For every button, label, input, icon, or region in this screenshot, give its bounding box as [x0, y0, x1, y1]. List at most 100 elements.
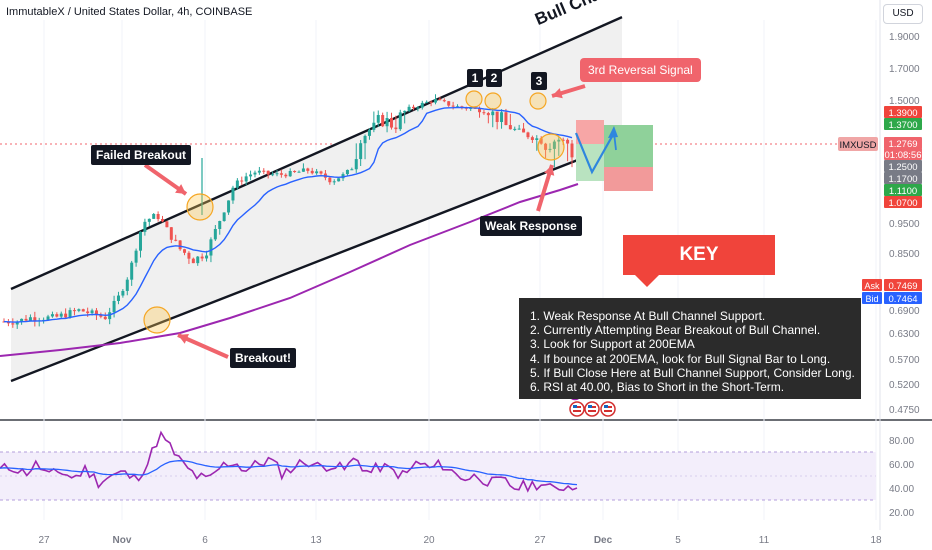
rsi-tick-label: 60.00 [889, 460, 914, 471]
candle-body [271, 174, 275, 176]
entry-zone [576, 144, 604, 181]
y-tick-label: 1.7000 [889, 64, 920, 75]
candle-body [55, 314, 59, 317]
highlight-circle [143, 306, 171, 334]
y-tick-label: 0.9500 [889, 219, 920, 230]
symbol-tag [838, 137, 878, 151]
candle-body [504, 112, 508, 126]
x-tick-label: 13 [310, 535, 322, 546]
candle-body [539, 138, 543, 144]
candle-body [174, 239, 178, 241]
candle-body [301, 168, 305, 172]
candle-body [535, 138, 539, 141]
rsi-tick-label: 80.00 [889, 436, 914, 447]
currency-button[interactable]: USD [883, 4, 923, 24]
price-tag [884, 118, 922, 130]
highlight-circle [529, 92, 547, 110]
y-tick-label: 0.5700 [889, 355, 920, 366]
price-tag-label: 1.1100 [889, 186, 917, 197]
candle-body [315, 171, 319, 174]
y-tick-label: 0.6900 [889, 306, 920, 317]
candle-body [284, 174, 288, 177]
x-tick-label: 5 [675, 535, 681, 546]
ask-bid-value-tag [884, 292, 922, 304]
candle-body [500, 112, 504, 123]
x-tick-label: Dec [594, 535, 613, 546]
candle-body [28, 317, 32, 321]
failed-breakout-arrow-head [175, 184, 186, 194]
candle-body [491, 111, 495, 116]
channel-upper-line [10, 16, 623, 291]
candle-body [416, 107, 420, 109]
projection-head [608, 126, 618, 138]
candle-body [297, 171, 301, 173]
candle-body [548, 148, 552, 150]
takeaway-item: 5. If Bull Close Here at Bull Channel Su… [530, 365, 855, 380]
y-tick-label: 0.6300 [889, 329, 920, 340]
candle-body [293, 171, 297, 173]
y-tick-label: 0.5200 [889, 380, 920, 391]
candle-body [451, 105, 455, 107]
candle-body [169, 227, 173, 240]
candle-body [482, 112, 486, 114]
candle-body [495, 111, 499, 123]
flag-canton [573, 405, 577, 408]
candle-body [116, 295, 120, 301]
channel-lower-line [10, 141, 623, 383]
price-tag [884, 196, 922, 208]
price-tag-label: 1.3900 [888, 108, 917, 119]
key-takeaways-pointer [635, 275, 659, 287]
flag-stripe [573, 410, 581, 412]
candle-body [15, 321, 19, 325]
rsi-ma-line [0, 460, 578, 486]
candle-body [64, 313, 68, 318]
ask-bid-label: Ask [864, 281, 880, 291]
candle-body [77, 309, 81, 311]
price-tag-label: 1.1700 [888, 174, 917, 185]
candle-body [469, 107, 473, 109]
candle-body [147, 218, 151, 222]
x-tick-label: 11 [759, 535, 770, 546]
x-tick-label: 27 [38, 535, 50, 546]
candle-body [328, 177, 332, 183]
candle-body [403, 110, 407, 113]
candle-body [552, 141, 556, 149]
flag-canton [588, 405, 592, 408]
signal-number-3: 3 [531, 72, 547, 90]
weak-response-label: Weak Response [480, 216, 582, 236]
candle-body [359, 143, 363, 160]
candle-body [262, 170, 266, 172]
candle-body [94, 310, 98, 316]
reversal-signal-label: 3rd Reversal Signal [580, 58, 701, 82]
candle-body [526, 132, 530, 138]
candle-body [398, 112, 402, 130]
rsi-tick-label: 40.00 [889, 484, 914, 495]
candle-body [332, 181, 336, 183]
candle-body [456, 106, 460, 108]
candle-body [319, 171, 323, 174]
ask-bid-tag [862, 279, 882, 291]
candle-body [209, 239, 213, 256]
candle-body [72, 310, 76, 312]
price-tag [884, 106, 922, 118]
candle-body [478, 108, 482, 113]
candle-body [187, 252, 191, 259]
x-tick-label: Nov [113, 535, 132, 546]
candle-body [389, 118, 393, 128]
stop-loss-zone [576, 120, 604, 144]
candle-body [86, 311, 90, 314]
candle-body [376, 115, 380, 123]
takeaway-item: 1. Weak Response At Bull Channel Support… [530, 309, 766, 323]
candle-body [429, 101, 433, 103]
candle-body [253, 172, 257, 175]
candle-body [33, 317, 37, 321]
candle-body [266, 170, 270, 175]
projection-path [574, 132, 615, 175]
candle-body [227, 200, 231, 213]
takeaway-item: 4. If bounce at 200EMA, look for Bull Si… [530, 351, 831, 366]
x-tick-label: 18 [870, 535, 882, 546]
candle-body [530, 137, 534, 141]
us-flag-icon [600, 401, 616, 417]
candle-body [68, 310, 72, 318]
